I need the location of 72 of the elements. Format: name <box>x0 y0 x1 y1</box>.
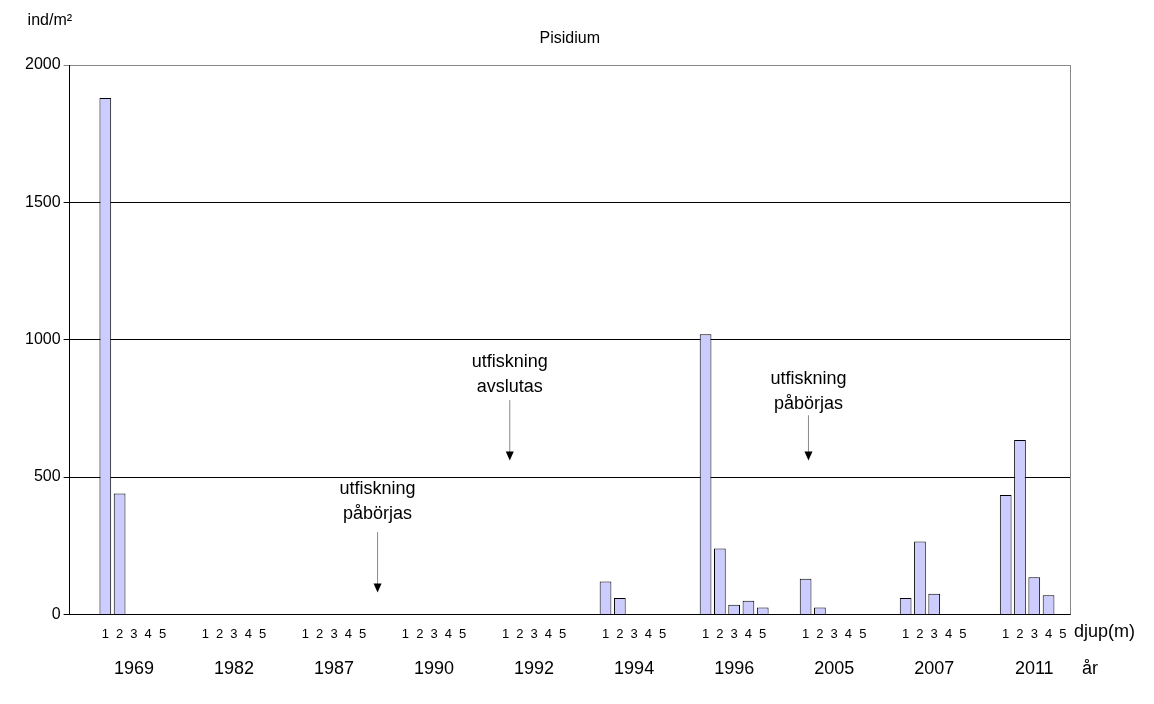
x-tick-label: 3 <box>230 625 238 641</box>
text: 2005 <box>814 658 855 679</box>
text: år <box>1082 658 1099 679</box>
x-tick-label: 3 <box>830 625 838 641</box>
x-tick-label: 2 <box>416 625 424 641</box>
x-tick-label: 3 <box>430 625 438 641</box>
x-tick-label: 5 <box>458 625 467 641</box>
x-axis-title: djup(m) <box>1074 621 1136 642</box>
text: 1992 <box>514 658 555 679</box>
x-tick-label: 5 <box>1059 625 1067 641</box>
x-tick-label: 1 <box>201 625 209 641</box>
x-tick-label: 2 <box>316 625 324 641</box>
x-tick-label: 5 <box>959 625 967 641</box>
x-tick-label: 1 <box>401 625 410 641</box>
text: 1990 <box>414 658 455 679</box>
annotation: utfiskning påbörjas <box>339 477 416 523</box>
x-tick-label: 4 <box>844 625 853 641</box>
y-tick-label: 0 <box>51 604 61 622</box>
x-tick-label: 3 <box>330 625 338 641</box>
x-tick-label: 2 <box>816 625 824 641</box>
x-tick-label: 4 <box>644 625 653 641</box>
x-tick-label: 1 <box>1002 625 1010 641</box>
annotation: utfiskning avslutas <box>471 351 548 397</box>
x-tick-label: 4 <box>1044 625 1053 641</box>
x-tick-label: 4 <box>244 625 252 641</box>
x-tick-label: 5 <box>258 625 267 641</box>
x-tick-label: 4 <box>144 625 152 641</box>
x-tick-label: 4 <box>944 625 953 641</box>
x-tick-label: 4 <box>444 625 452 641</box>
text: 1994 <box>614 658 655 679</box>
x-tick-label: 2 <box>116 625 124 641</box>
x-tick-label: 3 <box>1030 625 1038 641</box>
x-tick-label: 5 <box>759 625 767 641</box>
x-tick-label: 5 <box>559 625 567 641</box>
x-tick-label: 3 <box>730 625 738 641</box>
x-tick-label: 2 <box>216 625 224 641</box>
x-tick-label: 1 <box>801 625 810 641</box>
x-tick-label: 1 <box>501 625 510 641</box>
x-tick-label: 1 <box>301 625 310 641</box>
x-tick-label: 5 <box>659 625 667 641</box>
x-tick-label: 2 <box>916 625 924 641</box>
x-tick-label: 1 <box>902 625 910 641</box>
x-tick-label: 5 <box>358 625 367 641</box>
x-tick-label: 1 <box>101 625 109 641</box>
text: 1987 <box>313 658 355 679</box>
x-tick-label: 3 <box>130 625 138 641</box>
x-tick-label: 1 <box>601 625 610 641</box>
x-tick-label: 4 <box>344 625 352 641</box>
text: 2007 <box>914 658 955 679</box>
x-tick-label: 2 <box>616 625 624 641</box>
y-tick-label: 1000 <box>25 330 61 348</box>
text: 1982 <box>213 658 254 679</box>
y-axis-title: ind/m² <box>27 11 73 28</box>
x-tick-label: 1 <box>701 625 710 641</box>
text: 1996 <box>714 658 755 679</box>
x-tick-label: 3 <box>530 625 538 641</box>
x-tick-label: 5 <box>158 625 167 641</box>
x-tick-label: 2 <box>516 625 524 641</box>
y-tick-label: 2000 <box>25 55 61 73</box>
y-tick-label: 1500 <box>25 192 61 210</box>
x-tick-label: 3 <box>930 625 938 641</box>
x-tick-label: 4 <box>544 625 552 641</box>
chart-title: Pisidium <box>539 29 601 46</box>
y-tick-label: 500 <box>33 467 61 485</box>
text: 2011 <box>1014 658 1054 679</box>
text: 1969 <box>113 658 154 679</box>
annotation: utfiskning påbörjas <box>770 367 847 413</box>
x-tick-label: 4 <box>744 625 753 641</box>
x-tick-label: 2 <box>716 625 724 641</box>
x-tick-label: 5 <box>859 625 867 641</box>
x-tick-label: 3 <box>630 625 638 641</box>
x-tick-label: 2 <box>1016 625 1024 641</box>
